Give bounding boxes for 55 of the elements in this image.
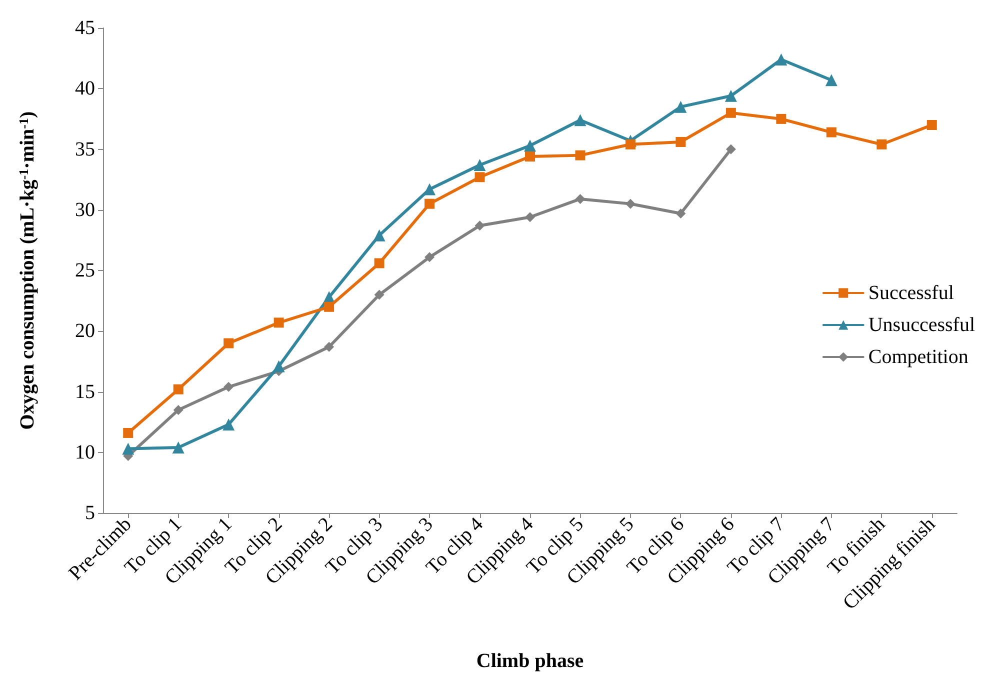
point xyxy=(474,159,486,172)
point xyxy=(123,428,134,438)
y-axis-title: Oxygen consumption (mL·kg-1·min-1) xyxy=(16,111,38,430)
point xyxy=(474,220,485,231)
point xyxy=(625,139,636,150)
point xyxy=(676,208,686,219)
y-tick-label: 5 xyxy=(85,502,95,524)
point xyxy=(524,140,536,152)
point xyxy=(222,418,235,430)
point xyxy=(424,198,435,209)
point xyxy=(424,183,436,196)
point xyxy=(726,108,736,118)
point xyxy=(825,74,838,86)
point xyxy=(775,54,788,66)
point xyxy=(776,114,786,124)
point xyxy=(876,139,887,150)
point xyxy=(324,342,334,352)
point xyxy=(173,404,184,415)
y-tick-label: 20 xyxy=(75,320,95,342)
point xyxy=(374,258,384,268)
point xyxy=(575,150,586,160)
point xyxy=(724,90,737,102)
point xyxy=(373,229,386,242)
point xyxy=(574,114,586,126)
point xyxy=(726,144,736,154)
point xyxy=(826,127,836,138)
point xyxy=(525,152,535,162)
point xyxy=(676,136,686,147)
point xyxy=(575,194,586,204)
point xyxy=(224,382,234,392)
legend-label: Competition xyxy=(868,346,968,368)
point xyxy=(374,290,384,300)
point xyxy=(224,338,234,348)
legend-label: Successful xyxy=(868,282,954,304)
point xyxy=(272,360,285,372)
point xyxy=(674,100,687,113)
x-axis-title: Climb phase xyxy=(476,650,584,672)
y-tick-label: 30 xyxy=(75,198,95,221)
y-tick-label: 25 xyxy=(75,260,95,282)
point xyxy=(525,212,535,222)
point xyxy=(122,442,134,455)
point xyxy=(172,442,184,454)
y-tick-label: 45 xyxy=(75,17,95,39)
point xyxy=(424,252,435,262)
point xyxy=(926,120,937,130)
y-tick-label: 10 xyxy=(75,441,95,464)
point xyxy=(274,318,284,328)
legend-label: Unsuccessful xyxy=(868,314,976,336)
point xyxy=(625,198,636,209)
y-tick-label: 15 xyxy=(75,380,95,403)
point xyxy=(474,172,485,182)
point xyxy=(324,302,334,312)
y-tick-label: 35 xyxy=(75,138,95,160)
y-tick-label: 40 xyxy=(75,78,95,100)
point xyxy=(173,384,184,394)
